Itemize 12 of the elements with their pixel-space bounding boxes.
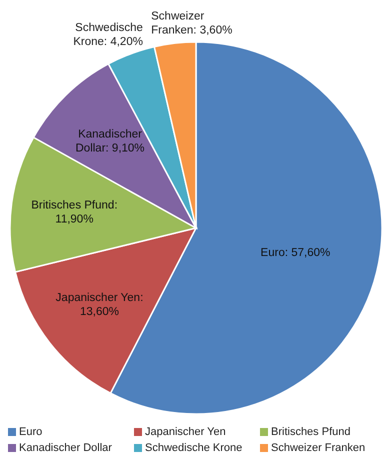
legend-label: Britisches Pfund (271, 426, 350, 438)
legend-label: Japanischer Yen (145, 426, 226, 438)
data-label: Schwedische Krone: 4,20% (73, 22, 143, 48)
legend-label: Schweizer Franken (271, 442, 366, 454)
legend-label: Schwedische Krone (145, 442, 242, 454)
data-label: Schweizer Franken: 3,60% (151, 10, 232, 37)
data-label: Euro: 57,60% (260, 247, 330, 260)
data-label: Britisches Pfund: 11,90% (31, 199, 118, 226)
legend-label: Kanadischer Dollar (19, 442, 112, 454)
data-label: Japanischer Yen: 13,60% (56, 292, 144, 318)
legend-label: Euro (19, 426, 42, 438)
data-label: Kanadischer Dollar: 9,10% (75, 128, 145, 154)
